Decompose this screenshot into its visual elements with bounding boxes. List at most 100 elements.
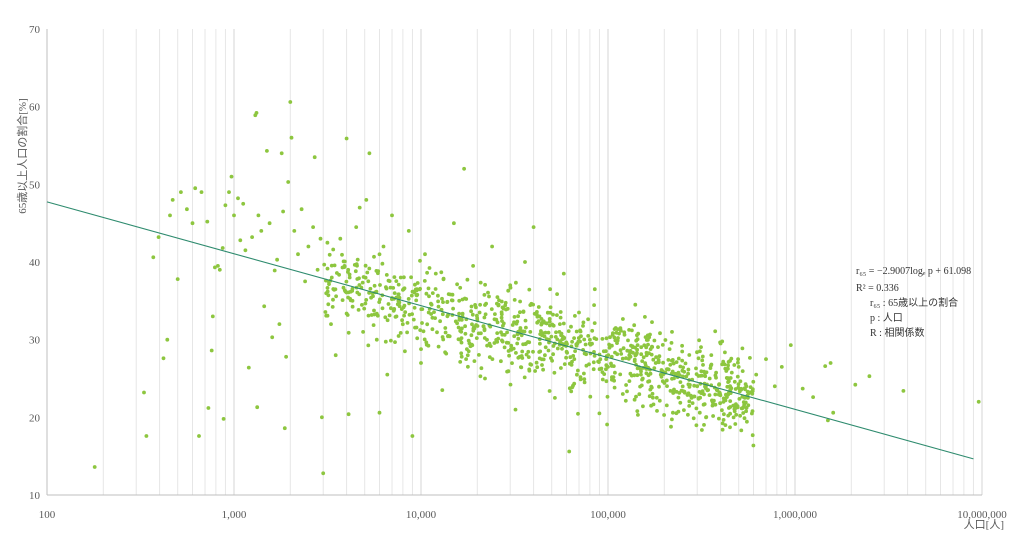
data-point — [389, 306, 393, 311]
data-point — [390, 213, 394, 218]
data-point — [831, 410, 836, 415]
data-point — [286, 180, 291, 184]
data-point — [703, 384, 707, 389]
data-point — [552, 370, 557, 375]
data-point — [613, 338, 618, 343]
data-point — [355, 257, 360, 262]
data-point — [619, 352, 624, 356]
data-point — [472, 359, 477, 363]
data-point — [507, 353, 511, 358]
data-point — [459, 329, 464, 334]
data-point — [652, 338, 657, 343]
data-point — [588, 337, 592, 342]
data-point — [427, 294, 431, 299]
data-point — [604, 367, 608, 372]
data-point — [627, 328, 631, 332]
data-point — [533, 369, 537, 373]
data-point — [788, 343, 793, 347]
data-point — [410, 289, 415, 294]
data-point — [623, 398, 628, 403]
data-point — [474, 336, 479, 340]
data-point — [259, 229, 264, 233]
data-point — [671, 410, 675, 415]
data-point — [478, 374, 483, 379]
data-point — [457, 298, 462, 303]
data-point — [669, 424, 673, 429]
data-point — [385, 318, 390, 323]
data-point — [656, 345, 660, 349]
data-point — [668, 389, 673, 393]
data-point — [501, 323, 505, 328]
data-point — [386, 302, 391, 306]
data-point — [227, 190, 231, 195]
data-point — [582, 371, 586, 376]
data-point — [277, 322, 282, 326]
data-point — [526, 355, 531, 359]
data-point — [483, 282, 487, 287]
data-point — [568, 355, 573, 360]
data-point — [495, 331, 500, 335]
data-point — [364, 298, 369, 302]
data-point — [567, 361, 572, 366]
data-point — [599, 366, 604, 371]
data-point — [346, 330, 351, 335]
data-point — [329, 322, 333, 326]
data-point — [459, 351, 464, 356]
data-point — [475, 313, 479, 318]
data-point — [709, 353, 714, 357]
data-point — [853, 382, 858, 387]
data-point — [440, 312, 445, 317]
regression-annotation: r₆₅ = −2.9007logₑ p + 61.098 R² = 0.336 … — [856, 266, 971, 339]
data-point — [451, 306, 455, 311]
data-point — [664, 378, 669, 383]
data-point — [607, 342, 611, 347]
data-point — [658, 331, 662, 336]
data-point — [468, 344, 473, 349]
data-point — [578, 329, 583, 334]
data-point — [462, 166, 466, 171]
data-point — [410, 312, 414, 316]
data-point — [604, 363, 609, 368]
y-tick-label: 60 — [29, 102, 41, 114]
data-point — [543, 353, 547, 358]
x-axis-label: 人口[人] — [964, 518, 1004, 531]
data-point — [562, 336, 566, 341]
data-point — [638, 384, 642, 389]
data-point — [643, 335, 648, 339]
data-point — [544, 321, 549, 326]
data-point — [325, 286, 330, 290]
data-point — [586, 334, 591, 338]
data-point — [527, 367, 532, 372]
data-point — [566, 329, 571, 333]
data-point — [680, 358, 685, 363]
data-point — [241, 201, 246, 206]
data-point — [734, 412, 739, 417]
data-point — [531, 349, 535, 354]
data-point — [604, 379, 609, 384]
x-tick-label: 100,000 — [590, 509, 626, 521]
data-point — [573, 314, 577, 318]
data-point — [800, 386, 805, 391]
data-point — [619, 328, 623, 333]
data-point — [216, 264, 220, 268]
data-point — [409, 293, 414, 298]
data-point — [445, 299, 450, 304]
data-point — [641, 404, 645, 409]
data-point — [377, 252, 382, 257]
data-point — [741, 411, 746, 415]
data-point — [482, 315, 487, 320]
data-point — [365, 270, 370, 275]
data-point — [695, 384, 700, 389]
data-point — [732, 409, 737, 414]
data-point — [537, 356, 542, 361]
data-point — [281, 209, 285, 214]
data-point — [676, 395, 681, 400]
data-point — [665, 367, 670, 372]
data-point — [213, 265, 217, 270]
data-point — [538, 349, 543, 354]
data-point — [604, 336, 609, 341]
data-point — [581, 324, 585, 328]
data-point — [350, 304, 355, 309]
data-point — [666, 358, 671, 362]
